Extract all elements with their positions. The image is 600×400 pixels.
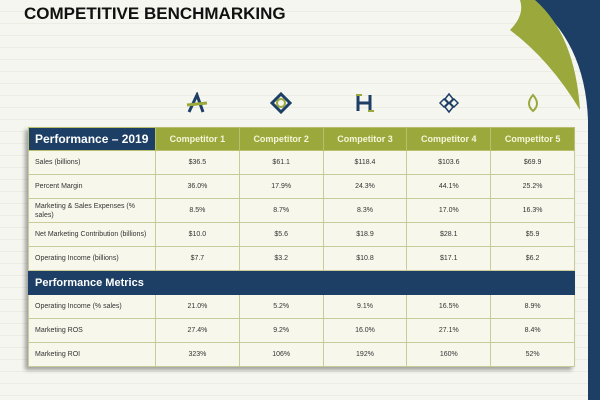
cell-value: 16.5% [406, 294, 492, 319]
table-row: Marketing ROI 323% 106% 192% 160% 52% [28, 342, 575, 367]
row-label: Net Marketing Contribution (billions) [28, 222, 156, 247]
leaf-logo-icon [491, 92, 575, 114]
row-label: Operating Income (billions) [28, 246, 156, 271]
letter-a-logo-icon [155, 92, 239, 114]
cell-value: $61.1 [238, 150, 324, 175]
cell-value: 16.3% [490, 198, 575, 223]
cell-value: 9.2% [238, 318, 324, 343]
cell-value: $103.6 [406, 150, 492, 175]
diamond-ring-logo-icon [239, 92, 323, 114]
cell-value: 323% [155, 342, 240, 367]
cell-value: $118.4 [322, 150, 408, 175]
table-row: Marketing & Sales Expenses (% sales) 8.5%… [28, 198, 575, 223]
cell-value: $10.0 [155, 222, 240, 247]
table-row: Sales (billions) $36.5 $61.1 $118.4 $103.6 $6… [28, 150, 575, 175]
table-row: Net Marketing Contribution (billions) $10… [28, 222, 575, 247]
row-label: Percent Margin [28, 174, 156, 199]
cell-value: 8.9% [490, 294, 575, 319]
header-competitor-1: Competitor 1 [155, 127, 240, 151]
cell-value: $17.1 [406, 246, 492, 271]
cell-value: $5.6 [238, 222, 324, 247]
row-label: Marketing & Sales Expenses (% sales) [28, 198, 156, 223]
cell-value: 106% [238, 342, 324, 367]
cell-value: 160% [406, 342, 492, 367]
cell-value: 9.1% [322, 294, 408, 319]
header-competitor-2: Competitor 2 [238, 127, 324, 151]
cell-value: $3.2 [238, 246, 324, 271]
cell-value: 44.1% [406, 174, 492, 199]
section-title-performance-metrics: Performance Metrics [28, 270, 575, 295]
table-row: Operating Income (billions) $7.7 $3.2 $10.8… [28, 246, 575, 271]
header-competitor-5: Competitor 5 [490, 127, 575, 151]
table-row: Marketing ROS 27.4% 9.2% 16.0% 27.1% 8.4% [28, 318, 575, 343]
header-competitor-3: Competitor 3 [322, 127, 408, 151]
competitor-logos [155, 92, 575, 114]
cell-value: $28.1 [406, 222, 492, 247]
cell-value: $6.2 [490, 246, 575, 271]
cell-value: 8.4% [490, 318, 575, 343]
cell-value: $36.5 [155, 150, 240, 175]
cell-value: $7.7 [155, 246, 240, 271]
header-competitor-4: Competitor 4 [406, 127, 492, 151]
row-label: Sales (billions) [28, 150, 156, 175]
row-label: Marketing ROI [28, 342, 156, 367]
cell-value: 5.2% [238, 294, 324, 319]
table-header-row: Performance – 2019 Competitor 1 Competit… [28, 127, 575, 151]
cell-value: 25.2% [490, 174, 575, 199]
cell-value: 36.0% [155, 174, 240, 199]
cell-value: 52% [490, 342, 575, 367]
cell-value: 21.0% [155, 294, 240, 319]
cell-value: 17.0% [406, 198, 492, 223]
page-title: COMPETITIVE BENCHMARKING [24, 4, 286, 23]
header-performance-2019: Performance – 2019 [28, 127, 156, 151]
table-row: Percent Margin 36.0% 17.9% 24.3% 44.1% 25.2% [28, 174, 575, 199]
cell-value: $18.9 [322, 222, 408, 247]
cell-value: $10.8 [322, 246, 408, 271]
benchmark-table: Performance – 2019 Competitor 1 Competit… [28, 127, 575, 367]
cell-value: 17.9% [238, 174, 324, 199]
cell-value: 8.5% [155, 198, 240, 223]
cell-value: 27.1% [406, 318, 492, 343]
row-label: Operating Income (% sales) [28, 294, 156, 319]
cell-value: 8.7% [238, 198, 324, 223]
letter-h-logo-icon [323, 92, 407, 114]
flower-logo-icon [407, 92, 491, 114]
cell-value: $69.9 [490, 150, 575, 175]
cell-value: 192% [322, 342, 408, 367]
cell-value: 16.0% [322, 318, 408, 343]
row-label: Marketing ROS [28, 318, 156, 343]
page-curl-decoration [510, 0, 600, 400]
cell-value: 27.4% [155, 318, 240, 343]
cell-value: $5.9 [490, 222, 575, 247]
cell-value: 24.3% [322, 174, 408, 199]
section-header-row: Performance Metrics [28, 270, 575, 295]
cell-value: 8.3% [322, 198, 408, 223]
table-row: Operating Income (% sales) 21.0% 5.2% 9.1% 1… [28, 294, 575, 319]
